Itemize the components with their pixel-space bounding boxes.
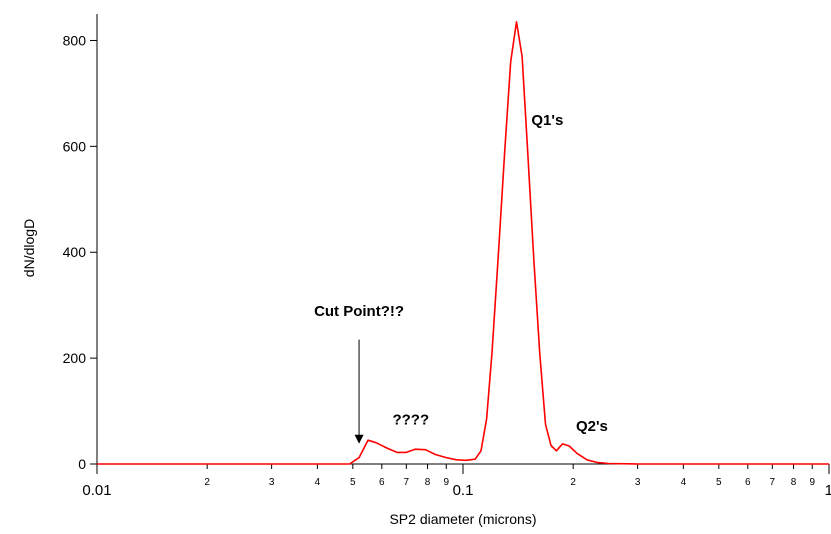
annotation-label: Q1's: [531, 112, 563, 129]
y-axis-label: dN/dlogD: [21, 219, 37, 277]
x-major-tick-label: 0.01: [82, 482, 111, 499]
x-minor-tick-label: 9: [443, 477, 449, 488]
x-minor-tick-label: 4: [681, 477, 687, 488]
x-minor-tick-label: 6: [379, 477, 385, 488]
series-line: [97, 21, 829, 465]
x-minor-tick-label: 6: [745, 477, 751, 488]
x-minor-tick-label: 9: [809, 477, 815, 488]
annotation-label: Cut Point?!?: [314, 303, 404, 320]
x-minor-tick-label: 8: [425, 477, 431, 488]
x-minor-tick-label: 3: [635, 477, 641, 488]
y-tick-label: 600: [63, 138, 87, 154]
y-tick-label: 0: [78, 456, 86, 472]
x-minor-tick-label: 5: [716, 477, 722, 488]
y-tick-label: 800: [63, 32, 87, 48]
x-minor-tick-label: 2: [204, 477, 210, 488]
annotation-label: ????: [392, 411, 429, 428]
x-axis-label: SP2 diameter (microns): [389, 511, 536, 527]
x-minor-tick-label: 7: [770, 477, 776, 488]
x-minor-tick-label: 2: [570, 477, 576, 488]
x-minor-tick-label: 4: [315, 477, 321, 488]
x-minor-tick-label: 7: [404, 477, 410, 488]
annotation-group: Cut Point?!????? Q1's Q2's: [314, 112, 608, 444]
x-minor-tick-label: 5: [350, 477, 356, 488]
axes: 0 200 400 600 800 0.01 0.1 1 2 3 4 5 6 7 8 9 2 3 4 5 6 7 8 9: [63, 14, 831, 499]
x-major-tick-label: 1: [825, 482, 831, 499]
annotation-label: Q2's: [576, 418, 608, 435]
x-minor-tick-label: 8: [791, 477, 797, 488]
series-group: [97, 21, 829, 465]
x-major-tick-label: 0.1: [453, 482, 474, 499]
y-tick-label: 400: [63, 244, 87, 260]
y-tick-label: 200: [63, 350, 87, 366]
x-minor-tick-label: 3: [269, 477, 275, 488]
